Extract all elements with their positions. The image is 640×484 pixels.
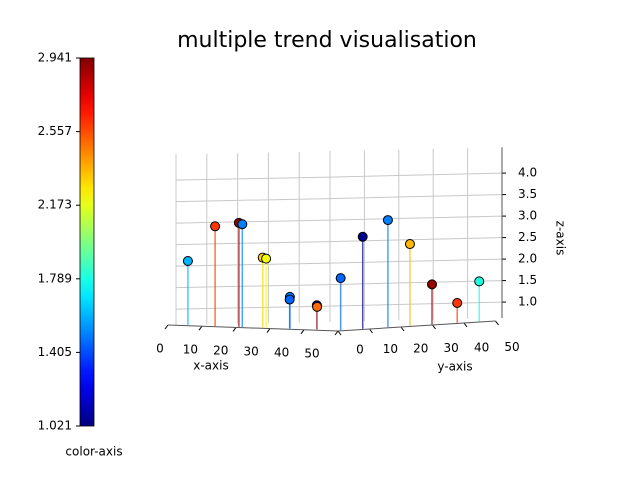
grid-line (329, 194, 503, 200)
x-axis-label: x-axis (193, 359, 228, 373)
grid-line (175, 219, 331, 224)
y-tick-label: 10 (383, 342, 398, 356)
colorbar-tick-label: 1.021 (38, 419, 72, 433)
x-tick (266, 328, 271, 333)
x-tick (232, 327, 237, 332)
marker (284, 294, 295, 305)
z-tick-label: 1.0 (518, 295, 537, 309)
marker (210, 221, 221, 232)
y-tick (337, 330, 342, 336)
colorbar (79, 57, 95, 427)
z-tick-label: 3.5 (518, 187, 537, 201)
y-tick (432, 324, 436, 330)
z-tick-label: 4.0 (518, 166, 537, 180)
x-tick (334, 330, 339, 336)
marker (261, 253, 272, 264)
y-axis-label: y-axis (437, 360, 472, 374)
x-tick-label: 20 (213, 344, 228, 358)
y-tick (495, 320, 499, 326)
y-tick (400, 326, 405, 332)
y-tick (369, 328, 373, 334)
x-tick-label: 50 (304, 347, 319, 361)
y-tick-label: 40 (474, 341, 489, 355)
marker (357, 231, 368, 242)
marker (452, 297, 463, 308)
x-tick (198, 325, 203, 331)
x-tick (164, 324, 169, 330)
x-tick-label: 10 (183, 343, 198, 357)
z-tick-label: 2.5 (518, 230, 537, 244)
z-tick-label: 2.0 (518, 252, 537, 266)
z-tick-label: 3.0 (518, 209, 537, 223)
colorbar-tick-label: 1.789 (38, 271, 72, 285)
grid-line (175, 305, 331, 310)
x-tick (300, 329, 305, 335)
grid-line (329, 301, 503, 307)
colorbar-tick-label: 1.405 (38, 345, 72, 359)
grid-line (175, 241, 331, 246)
grid-line (175, 176, 331, 181)
y-tick-label: 20 (413, 342, 428, 356)
grid-line (329, 280, 503, 286)
x-tick-label: 40 (274, 346, 289, 360)
axis-line (167, 320, 496, 332)
chart-title: multiple trend visualisation (177, 28, 477, 53)
colorbar-tick-label: 2.557 (38, 124, 72, 138)
z-axis-label: z-axis (554, 221, 568, 256)
grid-line (329, 215, 503, 221)
grid-line (175, 262, 331, 267)
colorbar-tick-label: 2.941 (38, 51, 72, 65)
x-tick-label: 0 (156, 342, 164, 356)
marker (237, 219, 248, 230)
z-tick-label: 1.5 (518, 273, 537, 287)
grid-line (175, 284, 331, 289)
colorbar-label: color-axis (65, 445, 122, 459)
grid-line (175, 198, 331, 203)
marker (312, 301, 323, 312)
grid-line (329, 258, 503, 264)
grid-line (329, 172, 503, 178)
y-tick-label: 30 (444, 341, 459, 355)
marker (474, 276, 485, 287)
marker (182, 256, 193, 267)
grid-line (329, 237, 503, 243)
y-tick-label: 50 (504, 340, 519, 354)
colorbar-tick-label: 2.173 (38, 198, 72, 212)
x-tick-label: 30 (244, 345, 259, 359)
marker (427, 279, 437, 290)
y-tick-label: 0 (356, 343, 364, 357)
marker (404, 239, 415, 250)
marker (335, 273, 346, 284)
y-tick (463, 322, 468, 328)
marker (382, 215, 393, 226)
